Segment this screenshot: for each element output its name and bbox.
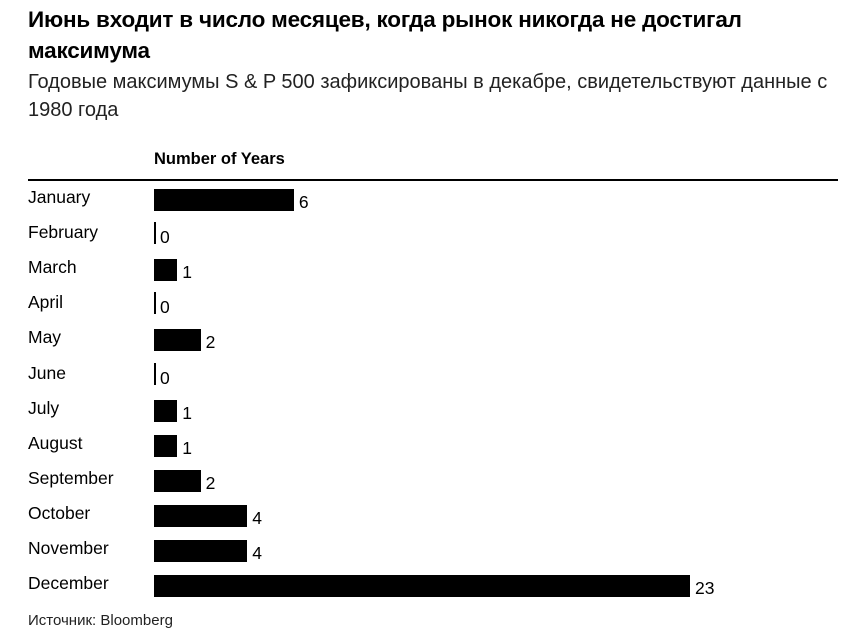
value-label: 0	[160, 297, 170, 318]
row-label: May	[28, 327, 62, 348]
bar	[154, 329, 201, 352]
row-label: October	[28, 502, 91, 523]
bar	[154, 362, 156, 385]
column-header: Number of Years	[154, 150, 285, 168]
bar	[154, 222, 156, 245]
chart-subtitle: Годовые максимумы S & P 500 зафиксирован…	[28, 71, 828, 121]
chart-row-february: February 0	[0, 220, 865, 255]
bar	[154, 399, 178, 422]
row-label: September	[28, 467, 114, 488]
bar	[154, 259, 178, 282]
value-label: 6	[298, 192, 309, 212]
row-label: February	[28, 222, 99, 243]
row-label: March	[28, 257, 77, 278]
row-label: June	[28, 362, 66, 383]
bar	[154, 540, 248, 562]
value-label: 0	[160, 367, 170, 388]
value-label: 23	[695, 578, 715, 599]
bar	[154, 434, 178, 457]
row-label: April	[28, 292, 64, 313]
chart-row-august: August 1	[0, 431, 865, 466]
chart-row-april: April 0	[0, 290, 865, 325]
chart-row-september: September 2	[0, 466, 865, 501]
source-note: Источник: Bloomberg	[28, 612, 173, 629]
bar	[154, 189, 294, 211]
value-label: 1	[182, 402, 193, 423]
row-label: July	[28, 397, 60, 418]
chart-row-december: December 23	[0, 571, 865, 606]
value-label: 4	[252, 543, 262, 563]
row-label: August	[28, 432, 83, 453]
bar	[154, 292, 156, 315]
bar	[154, 575, 690, 598]
bar	[154, 469, 201, 492]
row-label: December	[28, 573, 109, 594]
chart-title: Июнь входит в число месяцев, когда рынок…	[28, 7, 742, 63]
header-divider	[28, 179, 838, 181]
bar	[154, 504, 248, 527]
chart-row-october: October 4	[0, 501, 865, 536]
chart-row-january: January 6	[0, 185, 865, 220]
chart-row-november: November 4	[0, 536, 865, 571]
row-label: November	[28, 538, 109, 558]
chart-row-june: June 0	[0, 361, 865, 396]
value-label: 4	[252, 507, 262, 528]
value-label: 2	[205, 332, 216, 353]
chart-row-july: July 1	[0, 396, 865, 431]
value-label: 1	[182, 262, 193, 283]
value-label: 1	[182, 437, 193, 458]
row-label: January	[28, 187, 91, 207]
chart-row-may: May 2	[0, 325, 865, 360]
value-label: 0	[160, 227, 170, 248]
value-label: 2	[205, 472, 216, 493]
chart-row-march: March 1	[0, 255, 865, 290]
